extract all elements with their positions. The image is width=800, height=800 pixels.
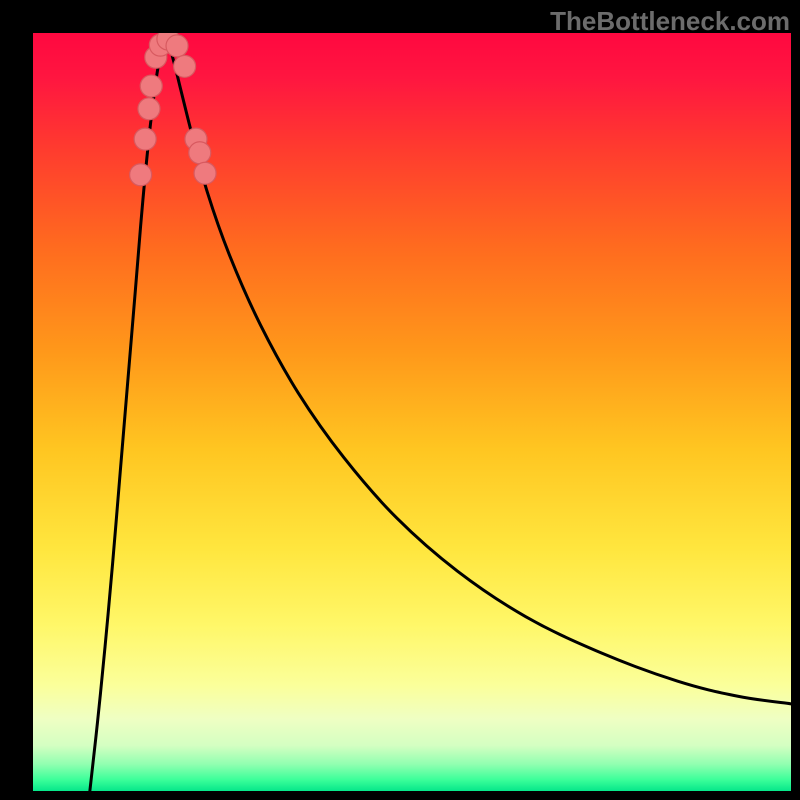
plot-area: [33, 33, 791, 791]
data-point: [194, 162, 216, 184]
data-point: [130, 164, 152, 186]
data-point: [189, 142, 211, 164]
chart-svg: [33, 33, 791, 791]
chart-container: TheBottleneck.com: [0, 0, 800, 800]
data-point: [140, 75, 162, 97]
data-point: [174, 55, 196, 77]
watermark-text: TheBottleneck.com: [550, 6, 790, 37]
data-point: [134, 128, 156, 150]
data-point: [138, 98, 160, 120]
data-point: [166, 35, 188, 57]
